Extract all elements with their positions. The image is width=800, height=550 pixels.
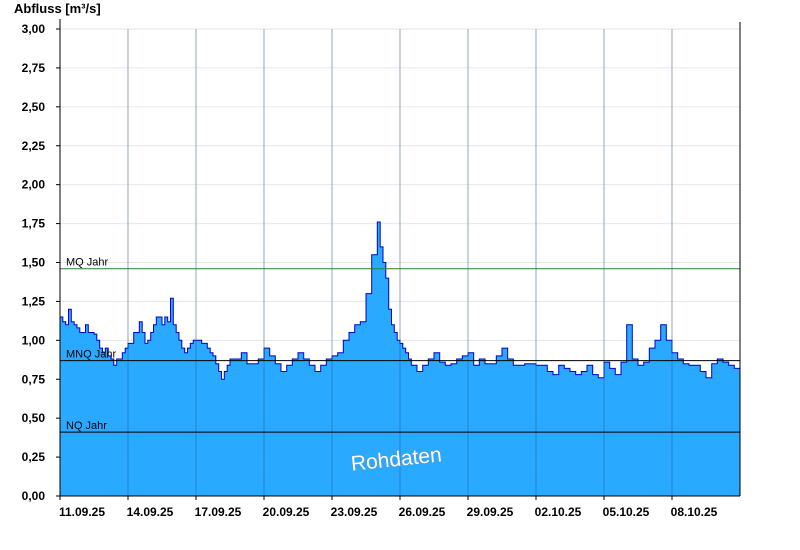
x-tick-label: 11.09.25 <box>59 505 105 519</box>
x-tick-label: 17.09.25 <box>195 505 242 519</box>
x-tick-label: 23.09.25 <box>331 505 378 519</box>
y-tick-label: 0,25 <box>22 450 46 464</box>
y-tick-label: 2,50 <box>22 100 46 114</box>
x-tick-label: 29.09.25 <box>467 505 514 519</box>
y-tick-label: 2,75 <box>22 61 46 75</box>
x-tick-label: 20.09.25 <box>263 505 310 519</box>
reference-lines: MQ Jahr MNQ Jahr NQ Jahr <box>60 257 740 433</box>
x-tick-label: 02.10.25 <box>535 505 582 519</box>
reference-line-label: NQ Jahr <box>66 420 107 432</box>
day-separators <box>59 29 673 496</box>
y-tick-label: 1,75 <box>22 217 46 231</box>
x-tick-label: 05.10.25 <box>603 505 650 519</box>
y-tick-label: 2,00 <box>22 178 46 192</box>
x-tick-label: 08.10.25 <box>671 505 718 519</box>
axes <box>56 19 741 500</box>
discharge-line <box>60 221 741 380</box>
y-tick-label: 3,00 <box>22 22 46 36</box>
y-tick-label: 1,50 <box>22 256 46 270</box>
y-tick-label: 1,25 <box>22 294 46 308</box>
y-tick-label: 2,25 <box>22 139 46 153</box>
reference-line-label: MQ Jahr <box>66 257 109 269</box>
y-tick-label: 0,50 <box>22 411 46 425</box>
y-axis-title: Abfluss [m³/s] <box>14 1 101 16</box>
y-tick-label: 0,75 <box>22 372 46 386</box>
x-tick-label: 26.09.25 <box>399 505 446 519</box>
y-tick-labels: 0,00 0,25 0,50 0,75 1,00 1,25 1,50 1,75 2,00 2,25… <box>22 22 46 503</box>
y-tick-label: 1,00 <box>22 333 46 347</box>
y-tick-label: 0,00 <box>22 489 46 503</box>
reference-line-label: MNQ Jahr <box>66 349 116 361</box>
x-tick-labels: 11.09.25 14.09.25 17.09.25 20.09.25 23.09.25… <box>59 505 718 519</box>
x-tick-label: 14.09.25 <box>127 505 174 519</box>
